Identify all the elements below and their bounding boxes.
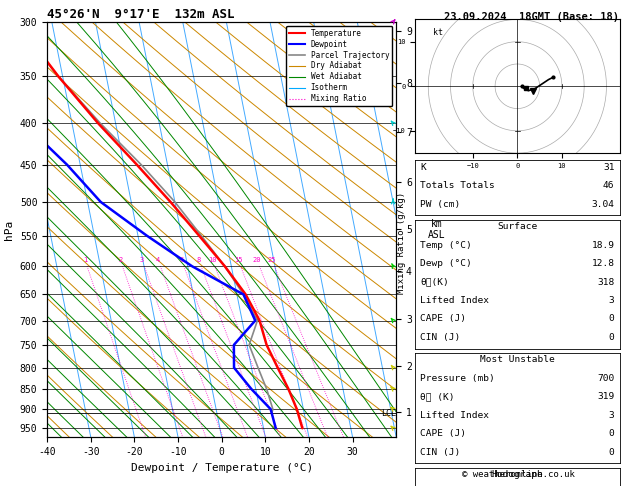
Text: kt: kt	[433, 28, 443, 37]
Text: CAPE (J): CAPE (J)	[420, 314, 466, 324]
Text: 4: 4	[156, 257, 160, 263]
Text: CIN (J): CIN (J)	[420, 448, 460, 457]
Text: 0: 0	[609, 448, 615, 457]
Text: θᴀ(K): θᴀ(K)	[420, 278, 449, 287]
Text: Totals Totals: Totals Totals	[420, 181, 495, 191]
Text: © weatheronline.co.uk: © weatheronline.co.uk	[462, 469, 576, 479]
Text: Lifted Index: Lifted Index	[420, 411, 489, 420]
Text: LCL: LCL	[381, 409, 396, 417]
Text: 3: 3	[609, 411, 615, 420]
Text: 700: 700	[598, 374, 615, 383]
Text: 1: 1	[83, 257, 87, 263]
Text: 23.09.2024  18GMT (Base: 18): 23.09.2024 18GMT (Base: 18)	[444, 12, 619, 22]
Text: 3: 3	[140, 257, 144, 263]
Text: 20: 20	[253, 257, 262, 263]
Text: 12.8: 12.8	[591, 259, 615, 268]
Text: 0: 0	[609, 429, 615, 438]
Text: Dewp (°C): Dewp (°C)	[420, 259, 472, 268]
Text: 6: 6	[179, 257, 184, 263]
Y-axis label: hPa: hPa	[4, 220, 14, 240]
Text: 3.04: 3.04	[591, 200, 615, 209]
Text: Temp (°C): Temp (°C)	[420, 241, 472, 250]
Text: Lifted Index: Lifted Index	[420, 296, 489, 305]
Text: θᴀ (K): θᴀ (K)	[420, 392, 455, 401]
Legend: Temperature, Dewpoint, Parcel Trajectory, Dry Adiabat, Wet Adiabat, Isotherm, Mi: Temperature, Dewpoint, Parcel Trajectory…	[286, 26, 392, 106]
Text: 0: 0	[609, 333, 615, 342]
Text: 25: 25	[268, 257, 276, 263]
Text: Pressure (mb): Pressure (mb)	[420, 374, 495, 383]
Text: 18.9: 18.9	[591, 241, 615, 250]
Text: 15: 15	[234, 257, 243, 263]
Text: 45°26'N  9°17'E  132m ASL: 45°26'N 9°17'E 132m ASL	[47, 8, 235, 21]
Text: CAPE (J): CAPE (J)	[420, 429, 466, 438]
Text: 2: 2	[118, 257, 123, 263]
Text: PW (cm): PW (cm)	[420, 200, 460, 209]
Text: 46: 46	[603, 181, 615, 191]
Text: Surface: Surface	[498, 222, 537, 231]
Text: 10: 10	[208, 257, 217, 263]
Text: 318: 318	[598, 278, 615, 287]
Text: 8: 8	[197, 257, 201, 263]
Text: Most Unstable: Most Unstable	[480, 355, 555, 364]
X-axis label: Dewpoint / Temperature (°C): Dewpoint / Temperature (°C)	[131, 463, 313, 473]
Text: 3: 3	[609, 296, 615, 305]
Y-axis label: km
ASL: km ASL	[428, 219, 446, 241]
Text: 319: 319	[598, 392, 615, 401]
Text: 0: 0	[609, 314, 615, 324]
Text: Hodograph: Hodograph	[491, 470, 543, 479]
Text: K: K	[420, 163, 426, 172]
Text: CIN (J): CIN (J)	[420, 333, 460, 342]
Text: Mixing Ratio (g/kg): Mixing Ratio (g/kg)	[397, 192, 406, 294]
Text: 31: 31	[603, 163, 615, 172]
